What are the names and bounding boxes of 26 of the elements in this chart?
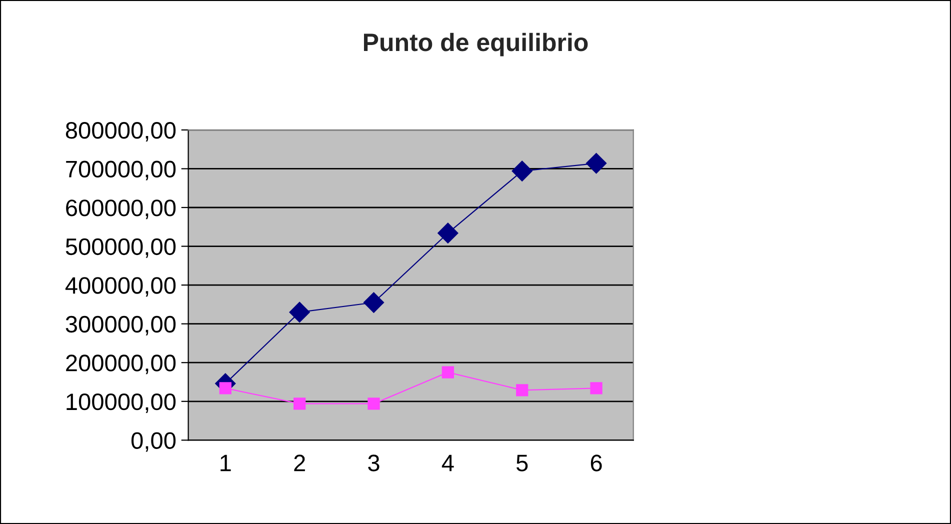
point	[368, 398, 380, 410]
x-tick-label: 3	[368, 454, 380, 472]
y-tick-label: 200000,00	[66, 354, 176, 374]
y-tick-label: 300000,00	[66, 316, 176, 336]
point	[438, 222, 458, 244]
point	[590, 382, 602, 394]
point	[586, 152, 607, 174]
y-tick-label: 0,00	[131, 432, 176, 452]
y-tick-label: 800000,00	[66, 122, 176, 142]
point	[442, 366, 454, 378]
x-tick-label: 4	[442, 454, 454, 472]
x-tick-label: 2	[294, 454, 305, 472]
point	[516, 384, 528, 396]
x-tick-label: 1	[220, 454, 231, 472]
chart-title: Punto de equilibrio	[364, 32, 588, 56]
y-tick-label: 100000,00	[66, 393, 176, 413]
y-tick-label: 400000,00	[65, 277, 176, 297]
x-tick-label: 5	[516, 454, 528, 472]
y-tick-label: 700000,00	[66, 160, 176, 180]
point	[293, 398, 306, 410]
x-tick-label: 6	[590, 454, 602, 472]
point	[363, 292, 384, 313]
y-tick-label: 600000,00	[66, 200, 176, 220]
y-tick-label: 500000,00	[66, 238, 176, 258]
point	[289, 302, 310, 323]
point	[512, 160, 532, 182]
